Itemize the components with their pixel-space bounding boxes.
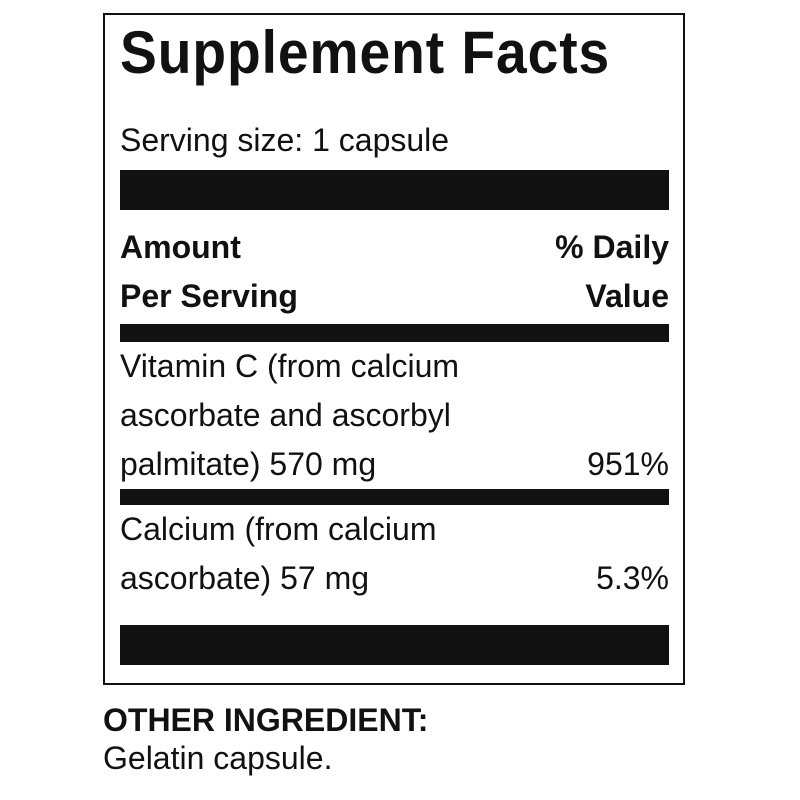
divider-thick	[120, 170, 669, 210]
nutrient-name: Calcium (from calcium	[120, 511, 437, 547]
nutrient-name: palmitate) 570 mg	[120, 446, 377, 482]
panel-title: Supplement Facts	[120, 19, 611, 86]
amount-line1: Amount	[120, 229, 241, 265]
serving-size: Serving size: 1 capsule	[120, 122, 450, 158]
nutrient-row: Calcium (from calcium ascorbate) 57 mg	[120, 505, 436, 603]
divider-medium	[120, 324, 669, 342]
amount-header: Amount Per Serving	[120, 223, 298, 321]
dv-line1: % Daily	[555, 229, 669, 265]
nutrient-name: Vitamin C (from calcium	[120, 348, 460, 384]
nutrient-dv: 951%	[587, 446, 669, 482]
other-ingredient-value: Gelatin capsule.	[103, 740, 333, 776]
other-ingredient-label: OTHER INGREDIENT:	[103, 702, 429, 738]
divider-thick	[120, 625, 669, 665]
divider-medium	[120, 489, 669, 505]
amount-line2: Per Serving	[120, 278, 298, 314]
nutrient-row: Vitamin C (from calcium ascorbate and asc…	[120, 342, 459, 489]
nutrient-name: ascorbate and ascorbyl	[120, 397, 451, 433]
dv-line2: Value	[585, 278, 669, 314]
nutrient-dv: 5.3%	[596, 560, 669, 596]
dv-header: % Daily Value	[555, 223, 669, 321]
nutrient-name: ascorbate) 57 mg	[120, 560, 370, 596]
supplement-facts-panel	[103, 13, 685, 685]
